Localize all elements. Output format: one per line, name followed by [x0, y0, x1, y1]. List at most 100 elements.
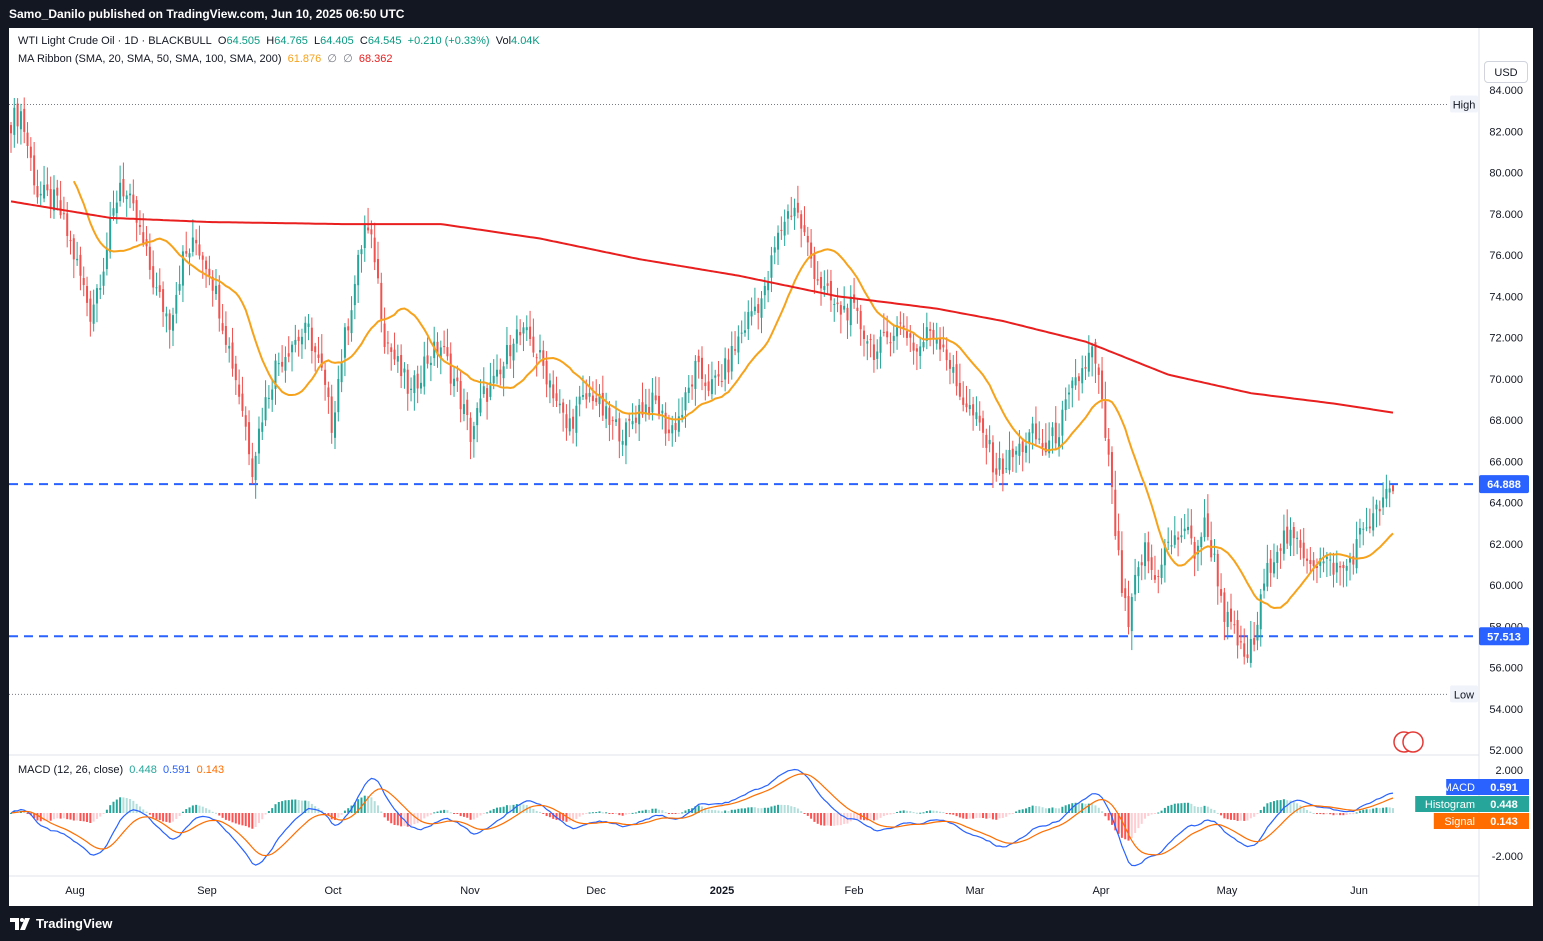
macd-histogram-bar	[1362, 809, 1365, 813]
macd-histogram-bar	[492, 808, 495, 813]
macd-title[interactable]: MACD (12, 26, close)	[18, 764, 124, 776]
macd-histogram-bar	[555, 813, 558, 820]
candle-body	[390, 347, 393, 352]
macd-histogram-bar	[1226, 813, 1229, 820]
price-axis-tick: 54.000	[1489, 704, 1523, 716]
macd-histogram-bar	[244, 813, 247, 827]
macd-histogram-bar	[935, 810, 938, 813]
macd-histogram-bar	[727, 811, 730, 813]
candle-body	[823, 286, 826, 290]
candle-body	[1216, 553, 1219, 587]
support-label-57.513: 57.513	[1487, 631, 1521, 643]
macd-histogram-bar	[446, 810, 449, 813]
candle-body	[717, 374, 720, 377]
candle-body	[786, 211, 789, 219]
candle-body	[1322, 561, 1325, 564]
candle-body	[740, 332, 743, 334]
price-axis-tick: 80.000	[1489, 168, 1523, 180]
chart-frame[interactable]: 84.000 82.000 80.000 78.000 76.000 74.000 72.0…	[9, 28, 1533, 906]
candle-body	[820, 276, 823, 289]
macd-histogram-bar	[360, 797, 363, 813]
macd-tag-value: 0.143	[1490, 816, 1518, 828]
macd-histogram-bar	[760, 808, 763, 813]
macd-histogram-bar	[872, 813, 875, 821]
macd-tag-label-bg	[1415, 796, 1479, 812]
macd-histogram-bar	[548, 813, 551, 818]
candle-body	[1289, 529, 1292, 546]
candle-body	[939, 338, 942, 350]
macd-histogram-bar	[234, 813, 237, 824]
macd-histogram-bar	[138, 806, 141, 813]
candle-body	[241, 393, 244, 411]
candle-body	[492, 375, 495, 384]
macd-histogram-bar	[542, 813, 545, 814]
macd-histogram-bar	[178, 813, 181, 817]
macd-histogram-bar	[552, 813, 555, 819]
candle-body	[383, 323, 386, 348]
macd-histogram-bar	[145, 811, 148, 813]
candle-body	[86, 286, 89, 303]
candle-body	[396, 356, 399, 362]
macd-histogram-bar	[968, 813, 971, 819]
symbol-title[interactable]: WTI Light Crude Oil · 1D · BLACKBULL	[18, 35, 212, 47]
macd-histogram-bar	[515, 804, 518, 813]
candle-body	[175, 294, 178, 314]
macd-histogram-bar	[806, 813, 809, 816]
candle-body	[1332, 562, 1335, 575]
macd-histogram-bar	[363, 795, 366, 813]
candle-body	[307, 323, 310, 327]
chart-canvas[interactable]: 84.000 82.000 80.000 78.000 76.000 74.000 72.0…	[9, 28, 1533, 906]
macd-histogram-bar	[1018, 809, 1021, 813]
candle-body	[423, 356, 426, 387]
macd-histogram-bar	[380, 811, 383, 813]
macd-histogram-bar	[1061, 806, 1064, 813]
candle-body	[684, 392, 687, 411]
macd-histogram-bar	[889, 813, 892, 815]
macd-histogram-bar	[641, 810, 644, 813]
macd-histogram-bar	[59, 813, 62, 819]
macd-histogram-bar	[1282, 799, 1285, 813]
candle-body	[1272, 562, 1275, 574]
low-label: L	[314, 35, 321, 47]
macd-histogram-bar	[538, 811, 541, 813]
macd-histogram-bar	[902, 810, 905, 813]
price-axis-tick: 64.000	[1489, 498, 1523, 510]
macd-histogram-bar	[1074, 802, 1077, 813]
candle-body	[902, 325, 905, 328]
candle-body	[357, 254, 360, 286]
macd-histogram-bar	[1160, 810, 1163, 813]
candle-body	[568, 418, 571, 432]
macd-histogram-bar	[1266, 803, 1269, 813]
tradingview-logo[interactable]: TradingView	[10, 916, 112, 931]
candle-body	[195, 239, 198, 244]
candle-body	[205, 260, 208, 270]
macd-histogram-bar	[849, 813, 852, 822]
candle-body	[691, 384, 694, 387]
candle-body	[224, 325, 227, 345]
candle-body	[1041, 443, 1044, 448]
macd-histogram-bar	[274, 804, 277, 813]
macd-histogram-bar	[449, 812, 452, 814]
macd-histogram-bar	[615, 813, 618, 814]
candle-body	[317, 354, 320, 358]
macd-histogram-bar	[757, 808, 760, 813]
candle-body	[347, 326, 350, 331]
currency-button[interactable]: USD	[1484, 61, 1528, 83]
macd-histogram-bar	[991, 813, 994, 820]
macd-histogram-bar	[1067, 804, 1070, 813]
macd-histogram-bar	[1051, 807, 1054, 813]
candle-body	[790, 215, 793, 217]
time-axis-label: Mar	[966, 885, 985, 897]
macd-histogram-bar	[426, 813, 429, 817]
candle-body	[836, 302, 839, 305]
candle-body	[367, 227, 370, 231]
candle-body	[601, 392, 604, 416]
candle-body	[469, 417, 472, 442]
ma-title[interactable]: MA Ribbon (SMA, 20, SMA, 50, SMA, 100, S…	[18, 53, 282, 65]
macd-histogram-bar	[783, 804, 786, 813]
candle-body	[810, 242, 813, 259]
candle-body	[1064, 399, 1067, 411]
macd-histogram-bar	[1104, 813, 1107, 817]
event-flag-icon[interactable]	[1402, 731, 1424, 753]
candle-body	[393, 349, 396, 360]
